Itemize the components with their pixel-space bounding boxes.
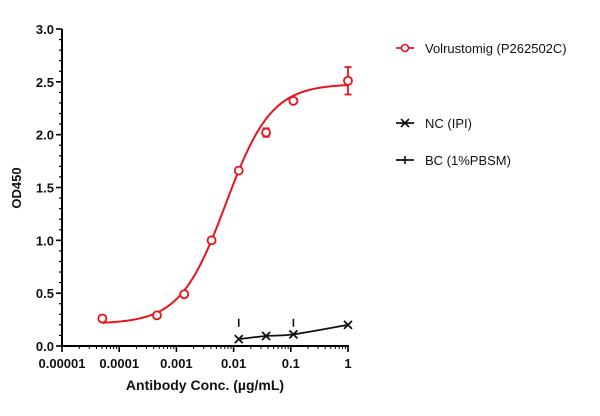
data-point-nc [234,334,244,344]
x-axis-label: Antibody Conc. (µg/mL) [126,377,284,393]
y-tick-label: 0.5 [36,286,54,301]
y-tick-label: 3.0 [36,22,54,37]
legend-item: BC (1%PBSM) [396,153,511,168]
data-point-volrustomig [179,289,190,300]
legend: Volrustomig (P262502C) NC (IPI) BC (1%PBSM… [396,41,567,168]
legend-x-icon [400,118,410,128]
data-point-volrustomig [288,95,299,106]
y-tick-label: 1.0 [36,233,54,248]
legend-label: Volrustomig (P262502C) [425,41,567,56]
marks [97,66,353,344]
data-point-volrustomig [233,165,244,176]
legend-item: Volrustomig (P262502C) [396,41,567,56]
y-tick-label: 1.5 [36,181,54,196]
legend-label: BC (1%PBSM) [425,153,511,168]
x-tick-label: 0.0001 [99,356,139,371]
x-marker [343,320,353,330]
x-tick-label: 0.001 [160,356,193,371]
data-point-volrustomig [152,310,162,321]
x-tick-label: 0.00001 [39,356,86,371]
fit-curve-volrustomig [102,84,349,324]
x-tick-label: 0.1 [282,356,300,371]
axes: 0.0 0.5 1.0 1.5 2.0 2.5 3.0 0.00001 0.0001 0.001 0… [36,22,352,371]
x-marker [234,334,244,344]
y-tick-label: 2.5 [36,75,54,90]
data-point-volrustomig [206,235,217,246]
data-point-nc [343,320,353,330]
curve-nc [238,323,349,341]
data-point-volrustomig [97,313,108,324]
data-point-nc [288,329,299,340]
x-marker [288,329,299,340]
x-tick-label: 1 [344,356,351,371]
data-point-nc [261,331,271,341]
x-tick-label: 0.01 [221,356,246,371]
y-tick-label: 0.0 [36,339,54,354]
legend-circle-icon [400,43,410,53]
legend-label: NC (IPI) [425,116,472,131]
y-axis-label: OD450 [9,167,24,208]
x-marker [261,331,271,341]
y-tick-label: 2.0 [36,128,54,143]
legend-item: NC (IPI) [396,116,472,131]
data-point-volrustomig [343,75,353,86]
data-point-volrustomig [261,127,272,138]
